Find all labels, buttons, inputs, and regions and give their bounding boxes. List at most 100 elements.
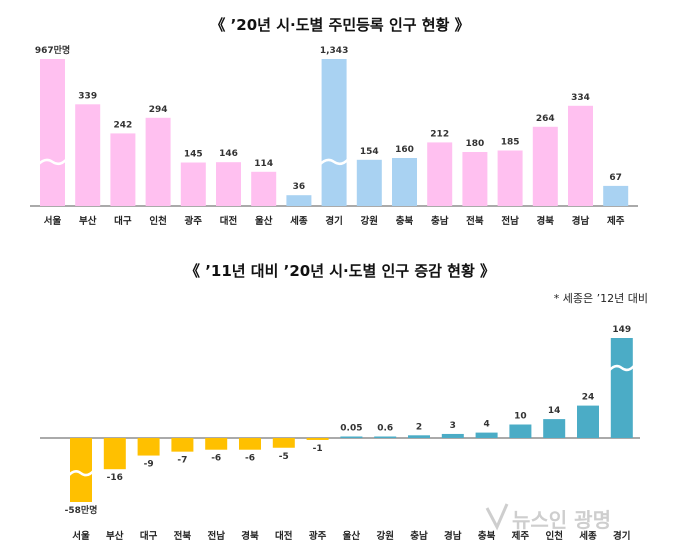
chart1-bar-충북 xyxy=(392,158,417,206)
chart2-bar-충남 xyxy=(408,435,430,438)
chart1-category-label: 인천 xyxy=(149,216,166,227)
chart2-value-label: 149 xyxy=(612,325,631,335)
chart2-value-label: 2 xyxy=(416,422,422,432)
chart2-category-label: 인천 xyxy=(545,531,562,542)
chart2-bar-인천 xyxy=(543,419,566,438)
chart1-value-label: 185 xyxy=(501,138,520,148)
chart2-bar-경북 xyxy=(239,438,261,450)
chart1-value-label: 154 xyxy=(360,147,379,157)
chart2-bar-부산 xyxy=(103,438,126,470)
chart2-bar-제주 xyxy=(509,424,532,438)
chart1-category-label: 제주 xyxy=(607,215,625,227)
chart2-category-label: 울산 xyxy=(343,530,361,542)
chart1-bar-충남 xyxy=(427,142,453,206)
chart2-category-label: 대전 xyxy=(275,530,292,542)
chart2-value-label: -1 xyxy=(313,444,323,454)
chart1-bar-서울 xyxy=(40,59,65,206)
chart1-category-label: 전남 xyxy=(501,215,519,227)
chart1-value-label: 146 xyxy=(219,149,238,159)
chart2-bar-전북 xyxy=(171,438,194,452)
chart1-category-label: 강원 xyxy=(361,215,378,227)
chart1-bar-대구 xyxy=(110,133,136,206)
chart1-category-label: 충남 xyxy=(431,215,449,227)
axis-break-mark xyxy=(607,364,636,372)
chart2-bar-충북 xyxy=(475,432,498,438)
chart2-value-label: 4 xyxy=(483,420,489,430)
watermark-logo-icon xyxy=(485,503,509,531)
chart2-value-label: 24 xyxy=(582,393,595,403)
chart2-value-label: -9 xyxy=(144,460,154,470)
chart1-value-label: 36 xyxy=(293,182,306,192)
chart2-value-label: -7 xyxy=(177,456,187,466)
axis-break-mark xyxy=(37,158,68,166)
chart1-value-label: 242 xyxy=(114,120,133,130)
chart1-category-label: 울산 xyxy=(255,215,273,227)
chart2-category-label: 부산 xyxy=(106,530,124,542)
chart2-value-label: -58만명 xyxy=(65,504,98,516)
chart1-bar-대전 xyxy=(216,162,241,206)
chart1-bar-세종 xyxy=(286,195,312,206)
chart1-category-label: 경남 xyxy=(572,215,590,227)
chart2-value-label: 14 xyxy=(548,406,561,416)
chart2-bar-강원 xyxy=(374,436,397,438)
chart1-value-label: 264 xyxy=(536,114,555,124)
chart1-bar-제주 xyxy=(603,185,629,206)
chart1-bar-전남 xyxy=(497,150,523,206)
chart1-bar-강원 xyxy=(356,159,382,206)
chart2-bar-대구 xyxy=(137,438,160,456)
chart1-value-label: 339 xyxy=(78,91,97,101)
chart1-bar-인천 xyxy=(145,117,171,206)
chart1-value-label: 180 xyxy=(466,139,485,149)
chart2-category-label: 충북 xyxy=(478,530,496,542)
watermark: 뉴스인 광명 xyxy=(485,503,611,532)
chart2-category-label: 전북 xyxy=(174,530,192,542)
chart2-category-label: 경기 xyxy=(613,530,630,542)
chart1-category-label: 광주 xyxy=(185,215,203,227)
chart2-category-label: 경북 xyxy=(241,530,259,542)
chart2-value-label: -6 xyxy=(211,454,221,464)
chart1-category-label: 전북 xyxy=(466,215,484,227)
chart1-category-label: 서울 xyxy=(44,215,62,227)
chart1-value-label: 1,343 xyxy=(320,46,348,56)
chart1-title: 《 ’20년 시·도별 주민등록 인구 현황 》 xyxy=(210,16,469,34)
chart2-value-label: 0.05 xyxy=(340,424,362,434)
chart2-value-label: -6 xyxy=(245,454,255,464)
chart2-value-label: 10 xyxy=(514,412,527,422)
chart1-category-label: 대구 xyxy=(114,215,132,227)
axis-break-mark xyxy=(318,158,350,166)
chart2-bar-광주 xyxy=(306,438,329,440)
chart2-bar-경기 xyxy=(610,338,633,438)
chart1-bar-울산 xyxy=(251,171,277,206)
chart1-category-label: 경기 xyxy=(325,215,342,227)
watermark-text: 뉴스인 광명 xyxy=(512,508,611,532)
chart2-value-label: -5 xyxy=(279,452,289,462)
chart1-category-label: 충북 xyxy=(396,215,414,227)
chart1-value-label: 212 xyxy=(430,129,449,139)
chart2-note: * 세종은 ’12년 대비 xyxy=(554,292,648,305)
chart2-bar-세종 xyxy=(577,405,599,438)
chart2-bar-서울 xyxy=(70,438,92,502)
chart1-category-label: 부산 xyxy=(79,215,97,227)
chart2-category-label: 전남 xyxy=(207,530,225,542)
chart2-value-label: -16 xyxy=(107,473,123,483)
chart2-title: 《 ’11년 대비 ’20년 시·도별 인구 증감 현황 》 xyxy=(185,262,495,280)
chart1-bar-경기 xyxy=(321,59,347,206)
chart1-value-label: 294 xyxy=(149,105,168,115)
chart2-category-label: 서울 xyxy=(72,530,90,542)
chart2-value-label: 0.6 xyxy=(377,424,393,434)
chart1-value-label: 145 xyxy=(184,150,203,160)
chart1-bar-전북 xyxy=(462,152,488,206)
chart2-category-label: 대구 xyxy=(140,530,158,542)
chart2-category-label: 제주 xyxy=(512,530,530,542)
chart2-bar-경남 xyxy=(441,433,464,438)
chart1-value-label: 334 xyxy=(571,93,590,103)
chart1-value-label: 67 xyxy=(609,173,622,183)
chart1-category-label: 대전 xyxy=(220,215,237,227)
chart1-category-label: 세종 xyxy=(290,215,308,227)
chart1-bar-부산 xyxy=(75,104,101,206)
chart2-category-label: 경남 xyxy=(444,530,462,542)
